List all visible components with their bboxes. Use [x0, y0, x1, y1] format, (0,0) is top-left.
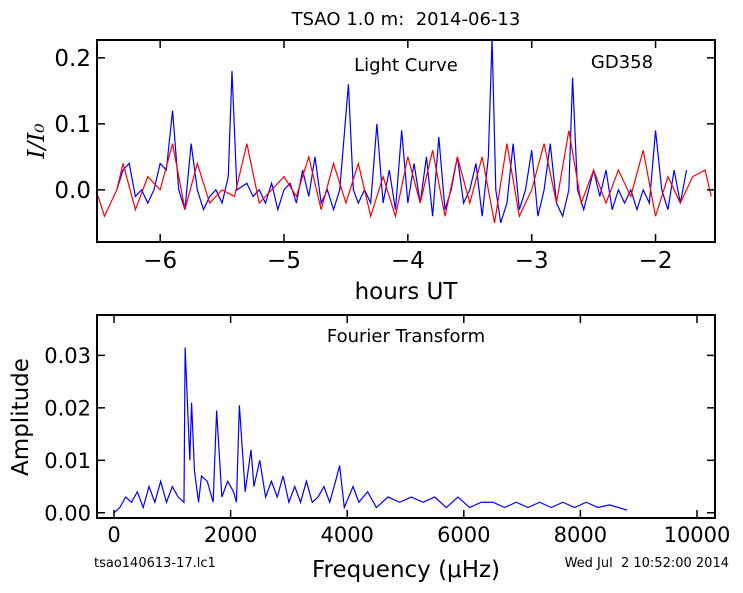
line-series [97, 130, 712, 223]
y-tick-label: 0.2 [54, 46, 91, 72]
x-tick-label: 4000 [320, 523, 373, 547]
chart-title: TSAO 1.0 m: 2014-06-13 [291, 9, 521, 30]
x-tick-label: −6 [143, 248, 177, 274]
x-tick-label: 10000 [664, 523, 731, 547]
footer-right: Wed Jul 2 10:52:00 2014 [565, 556, 729, 571]
footer-left: tsao140613-17.lc1 [94, 556, 216, 571]
y-tick-label: 0.00 [44, 501, 91, 525]
x-axis-label: hours UT [355, 279, 459, 305]
plot-frame [96, 314, 716, 519]
x-axis-label: Frequency (μHz) [312, 557, 500, 583]
x-tick-label: 2000 [204, 523, 257, 547]
x-tick-label: −5 [267, 248, 301, 274]
y-tick-label: 0.03 [44, 344, 91, 368]
annotation: Light Curve [354, 55, 458, 76]
x-tick-label: −4 [391, 248, 425, 274]
y-tick-label: 0.0 [54, 178, 91, 204]
line-series [116, 40, 688, 224]
y-tick-label: 0.02 [44, 396, 91, 420]
x-tick-label: −3 [515, 248, 549, 274]
plot-frame [96, 39, 716, 243]
x-tick-label: 6000 [437, 523, 490, 547]
annotation: Fourier Transform [327, 326, 485, 347]
annotation: GD358 [591, 52, 653, 73]
y-tick-label: 0.1 [54, 112, 91, 138]
line-series [113, 347, 628, 514]
x-tick-label: 0 [107, 523, 120, 547]
y-tick-label: 0.01 [44, 449, 91, 473]
y-axis-label: Amplitude [8, 358, 34, 476]
y-axis-label: I/I₀ [24, 123, 50, 159]
x-tick-label: 8000 [554, 523, 607, 547]
x-tick-label: −2 [639, 248, 673, 274]
